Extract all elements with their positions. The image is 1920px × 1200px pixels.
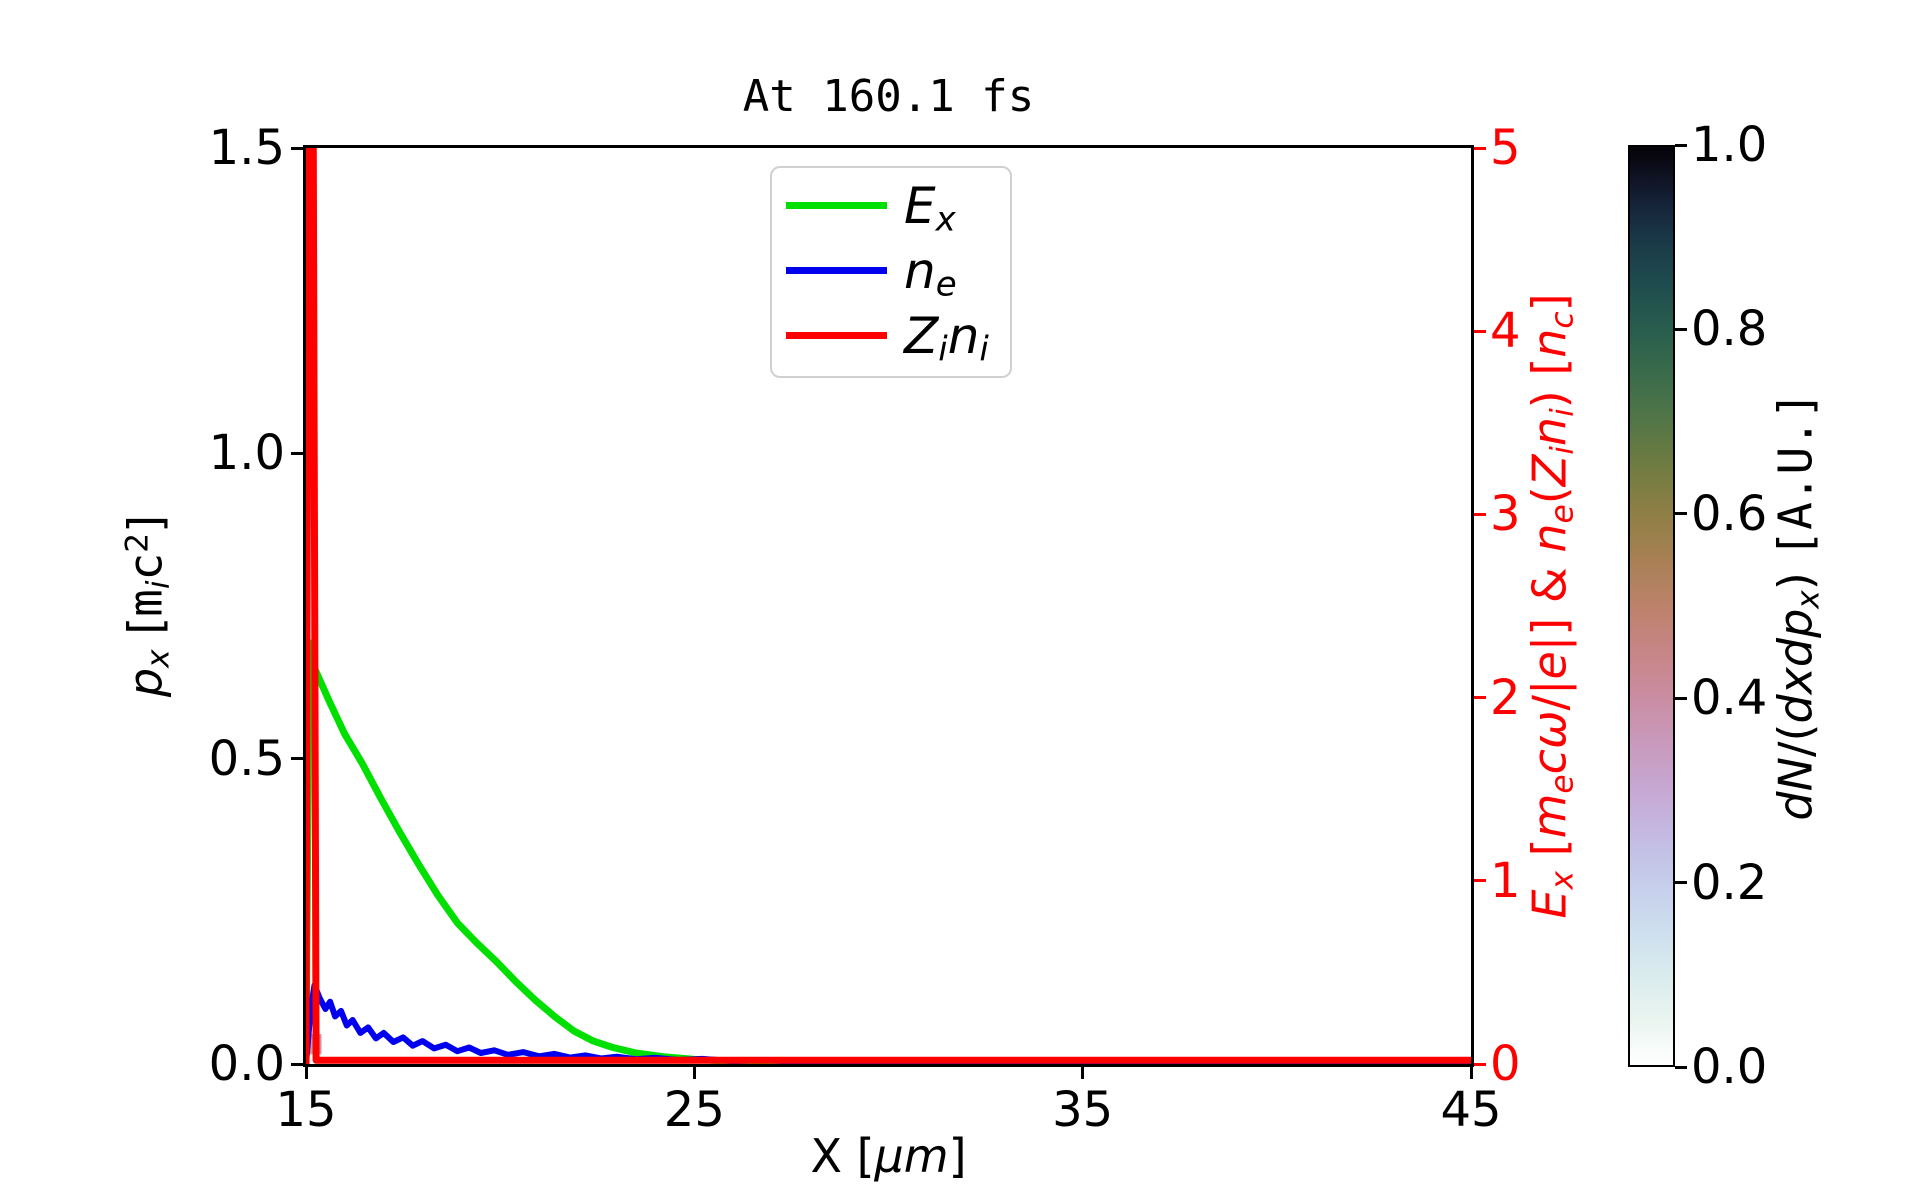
tick-mark: [1081, 1067, 1085, 1079]
legend-label-Zini: Zini: [904, 304, 989, 370]
text-part: p: [118, 667, 173, 698]
series-Ex: [306, 639, 1471, 1064]
text-part: c: [118, 552, 173, 581]
y-left-tick-label: 0.5: [208, 730, 285, 787]
tick-mark: [692, 1067, 696, 1079]
text-part: i: [140, 580, 177, 590]
y-right-tick-label: 2: [1490, 669, 1521, 726]
legend-label-ne: ne: [904, 239, 957, 305]
series-ne: [306, 982, 1471, 1064]
text-part: dN: [1768, 756, 1823, 821]
tick-mark: [291, 451, 303, 455]
x-tick-label: 25: [663, 1082, 725, 1138]
colorbar-tick-label: 0.0: [1691, 1039, 1768, 1095]
y-right-tick-label: 4: [1490, 303, 1521, 360]
text-part: ): [1768, 557, 1823, 591]
text-part: i: [1544, 446, 1581, 455]
y-right-tick-label: 5: [1490, 120, 1521, 176]
text-part: x: [1790, 590, 1827, 609]
tick-mark: [291, 757, 303, 761]
y-left-tick-label: 1.5: [208, 120, 285, 176]
colorbar: [1628, 145, 1675, 1067]
colorbar-tick-label: 1.0: [1691, 117, 1768, 173]
text-part: i: [1544, 408, 1581, 417]
tick-mark: [291, 146, 303, 150]
text-part: ) [: [1522, 357, 1577, 409]
colorbar-tick-label: 0.6: [1691, 485, 1768, 542]
text-part: |] &: [1522, 552, 1577, 652]
tick-mark: [1675, 327, 1687, 331]
text-part: m: [1522, 793, 1577, 839]
tick-mark: [1675, 1065, 1687, 1069]
text-part: /(: [1768, 723, 1823, 757]
plot-curves: [306, 148, 1471, 1064]
text-part: X [: [810, 1129, 875, 1183]
colorbar-tick-label: 0.2: [1691, 854, 1768, 911]
colorbar-tick-label: 0.4: [1691, 670, 1768, 727]
text-part: ]: [948, 1129, 967, 1183]
x-tick-label: 15: [275, 1082, 337, 1138]
tick-mark: [1675, 696, 1687, 700]
tick-mark: [291, 1062, 303, 1066]
y-left-tick-label: 1.0: [208, 425, 285, 482]
text-part: Z: [904, 307, 939, 365]
text-part: [: [118, 616, 173, 650]
y-left-tick-label: 0.0: [208, 1036, 285, 1092]
legend-line-ne: [786, 267, 887, 274]
y-right-tick-label: 1: [1490, 852, 1521, 909]
tick-mark: [1474, 146, 1486, 150]
text-part: μm: [874, 1129, 949, 1183]
y-left-axis-label: px [mic2]: [115, 515, 182, 697]
text-part: e: [935, 264, 957, 305]
text-part: n: [947, 307, 980, 365]
plot-title: At 160.1 fs: [742, 71, 1035, 122]
text-part: E: [904, 177, 936, 235]
colorbar-label: dN/(dxdpx) [A.U.]: [1769, 391, 1832, 820]
y-right-tick-label: 3: [1490, 486, 1521, 543]
text-part: i: [979, 329, 989, 370]
text-part: 2: [119, 532, 156, 553]
text-part: x: [935, 199, 956, 240]
tick-mark: [1675, 881, 1687, 885]
y-right-tick-label: 0: [1490, 1036, 1521, 1092]
x-axis-label: X [μm]: [303, 1130, 1474, 1182]
legend-label-Ex: Ex: [904, 174, 956, 240]
tick-mark: [304, 1067, 308, 1079]
text-part: x: [140, 649, 177, 668]
plot-area: Ex ne Zini: [303, 145, 1474, 1067]
x-tick-label: 45: [1440, 1082, 1502, 1138]
text-part: Z: [1522, 454, 1577, 487]
legend-entry-Zini: Zini: [772, 304, 1010, 370]
x-tick-label: 35: [1052, 1082, 1114, 1138]
series-Zini: [306, 148, 1471, 1064]
legend-box: Ex ne Zini: [770, 166, 1012, 378]
legend-line-Zini: [786, 332, 887, 339]
colorbar-tick-label: 0.8: [1691, 301, 1768, 358]
text-part: e: [1544, 774, 1581, 794]
legend-entry-ne: ne: [772, 239, 1010, 305]
tick-mark: [1469, 1067, 1473, 1079]
text-part: n: [904, 242, 936, 300]
tick-mark: [1675, 512, 1687, 516]
tick-mark: [1474, 696, 1486, 700]
tick-mark: [1474, 879, 1486, 883]
text-part: ]: [118, 514, 173, 533]
legend-line-Ex: [786, 202, 887, 209]
legend-entry-Ex: Ex: [772, 174, 1010, 240]
tick-mark: [1675, 143, 1687, 147]
tick-mark: [1474, 1062, 1486, 1066]
y-right-axis-label: Ex [mecω/|e|] & ne(Zini) [nc]: [1523, 293, 1586, 918]
tick-mark: [1474, 329, 1486, 333]
text-part: m: [118, 589, 173, 617]
text-part: n: [1522, 416, 1577, 447]
tick-mark: [1474, 512, 1486, 516]
text-part: c: [1522, 749, 1577, 775]
text-part: i: [938, 329, 948, 370]
